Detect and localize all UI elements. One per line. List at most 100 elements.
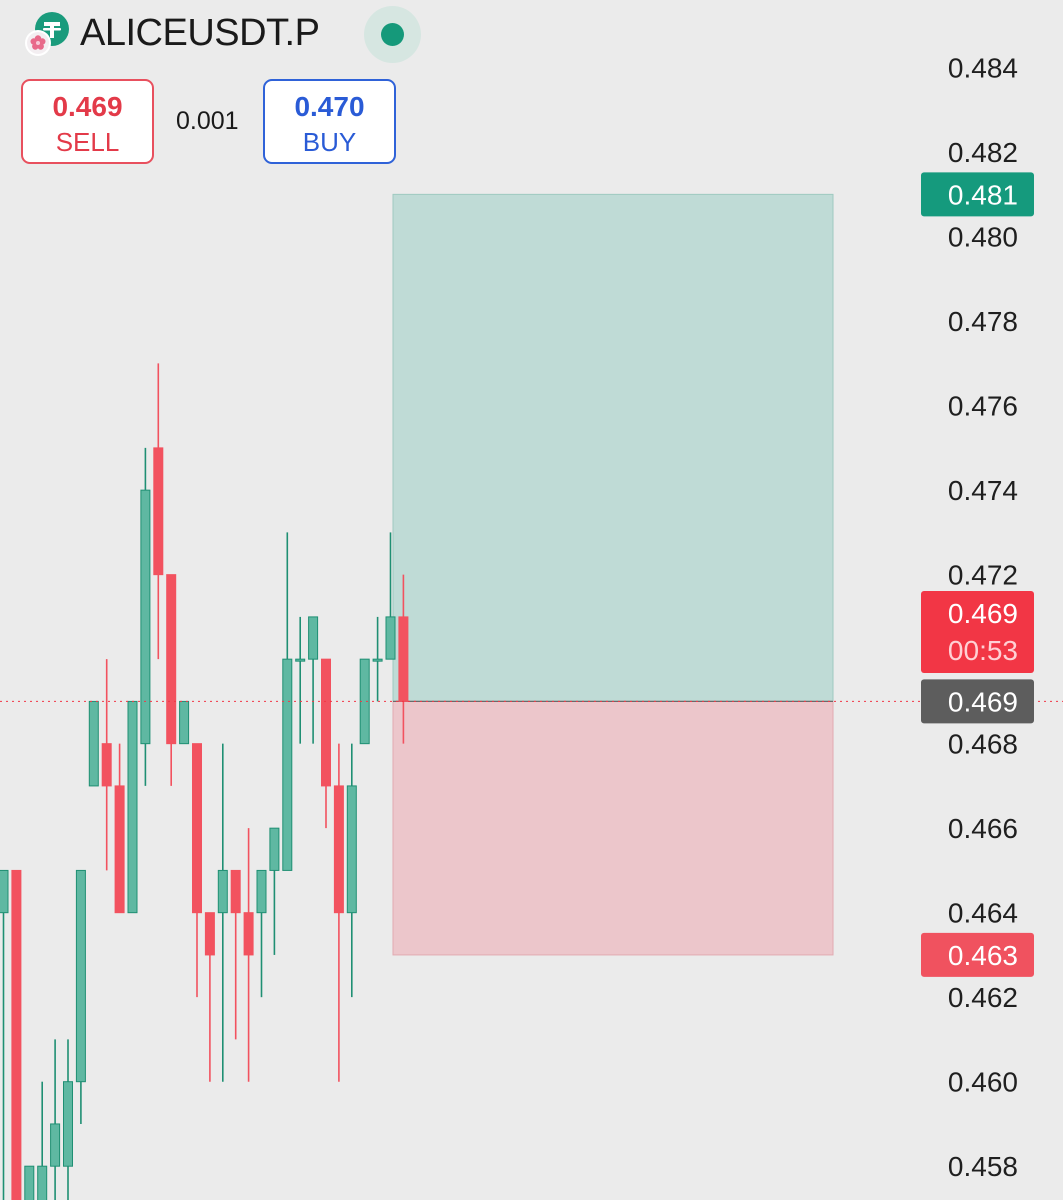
spread-value: 0.001 [176,107,239,135]
candle[interactable] [217,743,228,1082]
candle[interactable] [308,616,319,744]
candle[interactable] [127,700,138,914]
candle[interactable] [243,828,254,1082]
candle-body [230,869,241,914]
y-tick-label: 0.466 [948,813,1018,844]
stop-price-text: 0.463 [948,940,1018,971]
candle-body [101,743,112,787]
candle[interactable] [24,1165,35,1200]
buy-button[interactable]: 0.470 BUY [263,79,396,164]
candle[interactable] [50,1039,61,1200]
candle[interactable] [204,912,215,1082]
y-tick-label: 0.476 [948,391,1018,422]
candle[interactable] [282,532,293,871]
candle-body [282,658,293,871]
candle-body [114,785,125,914]
candle[interactable] [140,447,151,786]
stop-price-tag-bg [921,932,1034,977]
y-tick-label: 0.482 [948,137,1018,168]
candle-body [140,489,151,745]
candle[interactable] [166,574,177,786]
candle[interactable] [153,363,164,660]
candle-body [398,616,409,702]
candle[interactable] [333,743,344,1082]
last-price-tag-bg [921,591,1034,673]
sell-price: 0.469 [52,91,123,122]
candle[interactable] [372,616,383,702]
target-price-tag[interactable]: 0.481 [921,172,1034,217]
symbol-title[interactable]: ALICEUSDT.P [80,12,320,54]
sell-button[interactable]: 0.469 SELL [21,79,154,164]
candle-body [24,1165,35,1200]
candle-body [243,912,254,956]
candle-body [295,658,306,662]
y-tick-label: 0.460 [948,1067,1018,1098]
sell-label: SELL [55,127,120,157]
candle-body [179,700,190,745]
y-tick-label: 0.458 [948,1151,1018,1182]
candle[interactable] [75,869,86,1124]
y-tick-label: 0.468 [948,729,1018,760]
candle-body [204,912,215,956]
candle-body [217,869,228,914]
profit-zone[interactable] [392,193,834,702]
candle[interactable] [63,1039,73,1200]
candle-body [192,743,202,914]
candle-body [166,574,177,745]
y-tick-label: 0.464 [948,898,1018,929]
entry-price-text: 0.469 [948,686,1018,717]
candle[interactable] [101,659,112,871]
candle[interactable] [269,827,280,955]
candle-body [308,616,319,660]
target-price-text: 0.481 [948,179,1018,210]
candle[interactable] [230,869,241,1040]
candle[interactable] [114,743,125,914]
candle-body [153,447,164,576]
candle-body [256,869,267,914]
last-price-tag[interactable]: 0.469 00:53 [921,591,1034,673]
flower-icon [30,35,46,50]
y-tick-label: 0.478 [948,306,1018,337]
buy-label: BUY [302,127,357,157]
candle-body [63,1081,73,1167]
candle-countdown-text: 00:53 [948,635,1018,666]
candle[interactable] [179,700,190,745]
market-open-dot-icon[interactable] [364,6,421,63]
stop-price-tag[interactable]: 0.463 [921,932,1034,977]
target-price-tag-bg [921,172,1034,217]
candle-body [50,1123,61,1167]
candle[interactable] [88,700,99,787]
loss-zone[interactable] [392,700,834,956]
candle[interactable] [385,532,396,660]
candle-body [11,869,22,1200]
y-tick-label: 0.474 [948,475,1018,506]
tether-coin-icon[interactable] [22,9,72,59]
y-tick-label: 0.462 [948,982,1018,1013]
y-tick-label: 0.472 [948,560,1018,591]
y-tick-label: 0.480 [948,222,1018,253]
candle[interactable] [256,869,267,998]
candle-body [88,700,99,787]
candle-body [333,785,344,914]
candle-body [372,658,383,662]
candle-body [37,1165,48,1200]
last-price-text: 0.469 [948,598,1018,629]
candle[interactable] [37,1081,48,1200]
candle[interactable] [192,743,202,998]
entry-price-tag-bg [921,679,1034,724]
candle[interactable] [295,616,306,744]
candle-body [321,658,331,787]
candle[interactable] [0,869,9,1200]
buy-price: 0.470 [294,91,365,122]
entry-price-tag[interactable]: 0.469 [921,679,1034,724]
candle-body [269,827,280,871]
candle[interactable] [11,869,22,1200]
candle-body [0,869,9,914]
candle-body [385,616,396,660]
candle[interactable] [346,743,357,998]
candle-body [75,869,86,1083]
y-tick-label: 0.484 [948,53,1018,84]
candle[interactable] [321,658,331,829]
candle-body [127,700,138,914]
